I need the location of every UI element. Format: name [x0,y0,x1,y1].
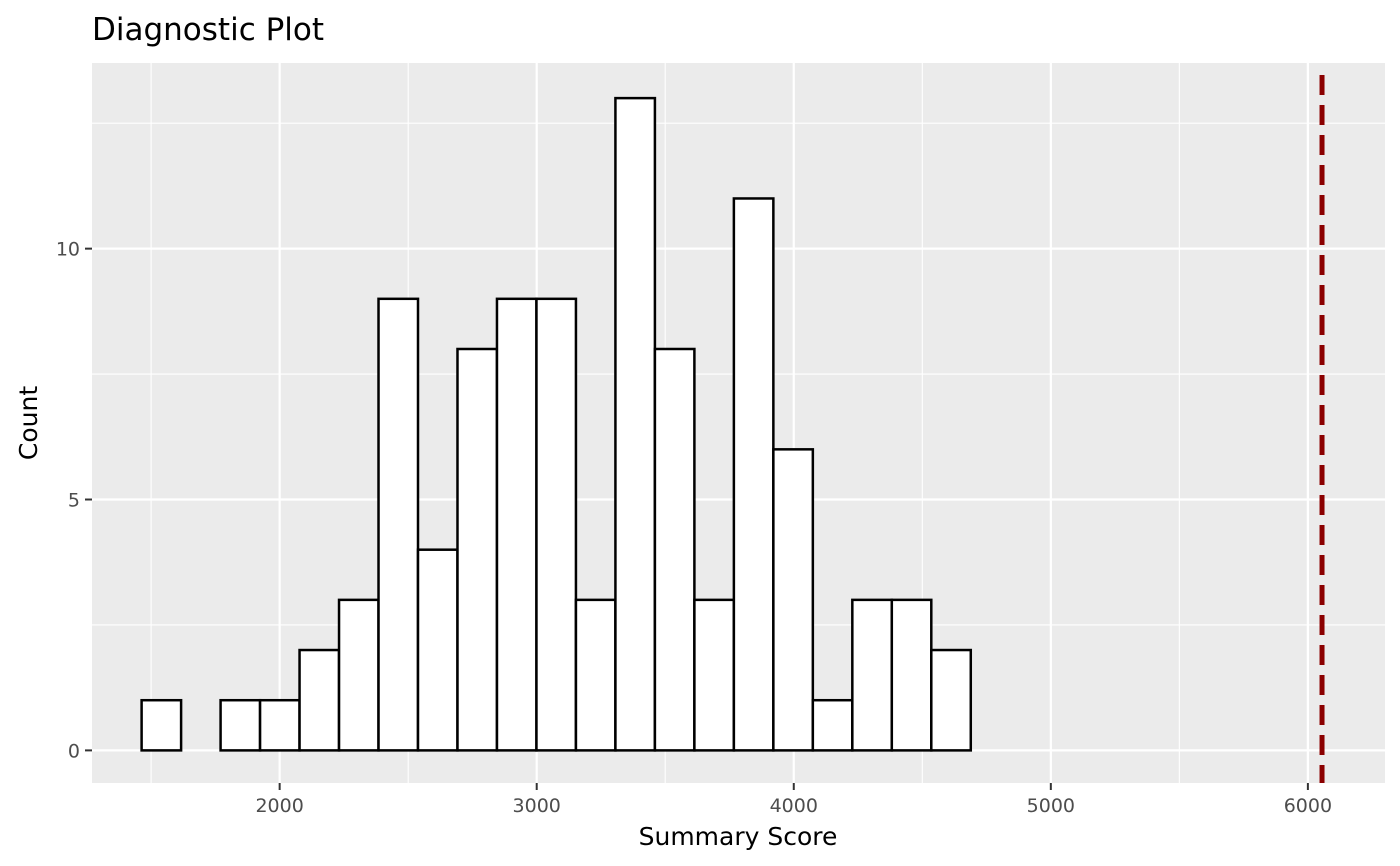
histogram-bar [298,648,341,752]
histogram-bar [140,698,183,752]
histogram-bar [456,347,499,752]
histogram-bar [693,598,736,752]
histogram-bar [219,698,262,752]
chart-title: Diagnostic Plot [92,12,324,48]
histogram-bar [535,297,578,752]
y-tick-label: 10 [56,239,80,261]
x-tick-label: 6000 [1284,795,1332,817]
x-tick-label: 3000 [513,795,561,817]
histogram-bar [337,598,380,752]
x-tick-label: 5000 [1027,795,1075,817]
histogram-bar [930,648,973,752]
histogram-bar [772,448,815,752]
histogram-bar [258,698,301,752]
y-tick-label: 0 [68,740,80,762]
y-axis-title: Count [14,386,43,460]
histogram-bar [851,598,894,752]
x-axis-title: Summary Score [639,822,838,851]
histogram-bar [377,297,420,752]
y-tick-label: 5 [68,490,80,512]
x-tick-label: 2000 [255,795,303,817]
histogram-bar [811,698,854,752]
histogram-bar [653,347,696,752]
histogram-bar [732,197,775,752]
histogram-bar [890,598,933,752]
histogram-bars [140,96,973,752]
histogram-bar [614,96,657,752]
histogram-bar [574,598,617,752]
y-axis-ticks: 0 5 10 [56,239,92,762]
histogram-bar [495,297,538,752]
x-tick-label: 4000 [770,795,818,817]
histogram-bar [416,548,459,752]
x-axis-ticks: 2000 3000 4000 5000 6000 [255,783,1332,817]
